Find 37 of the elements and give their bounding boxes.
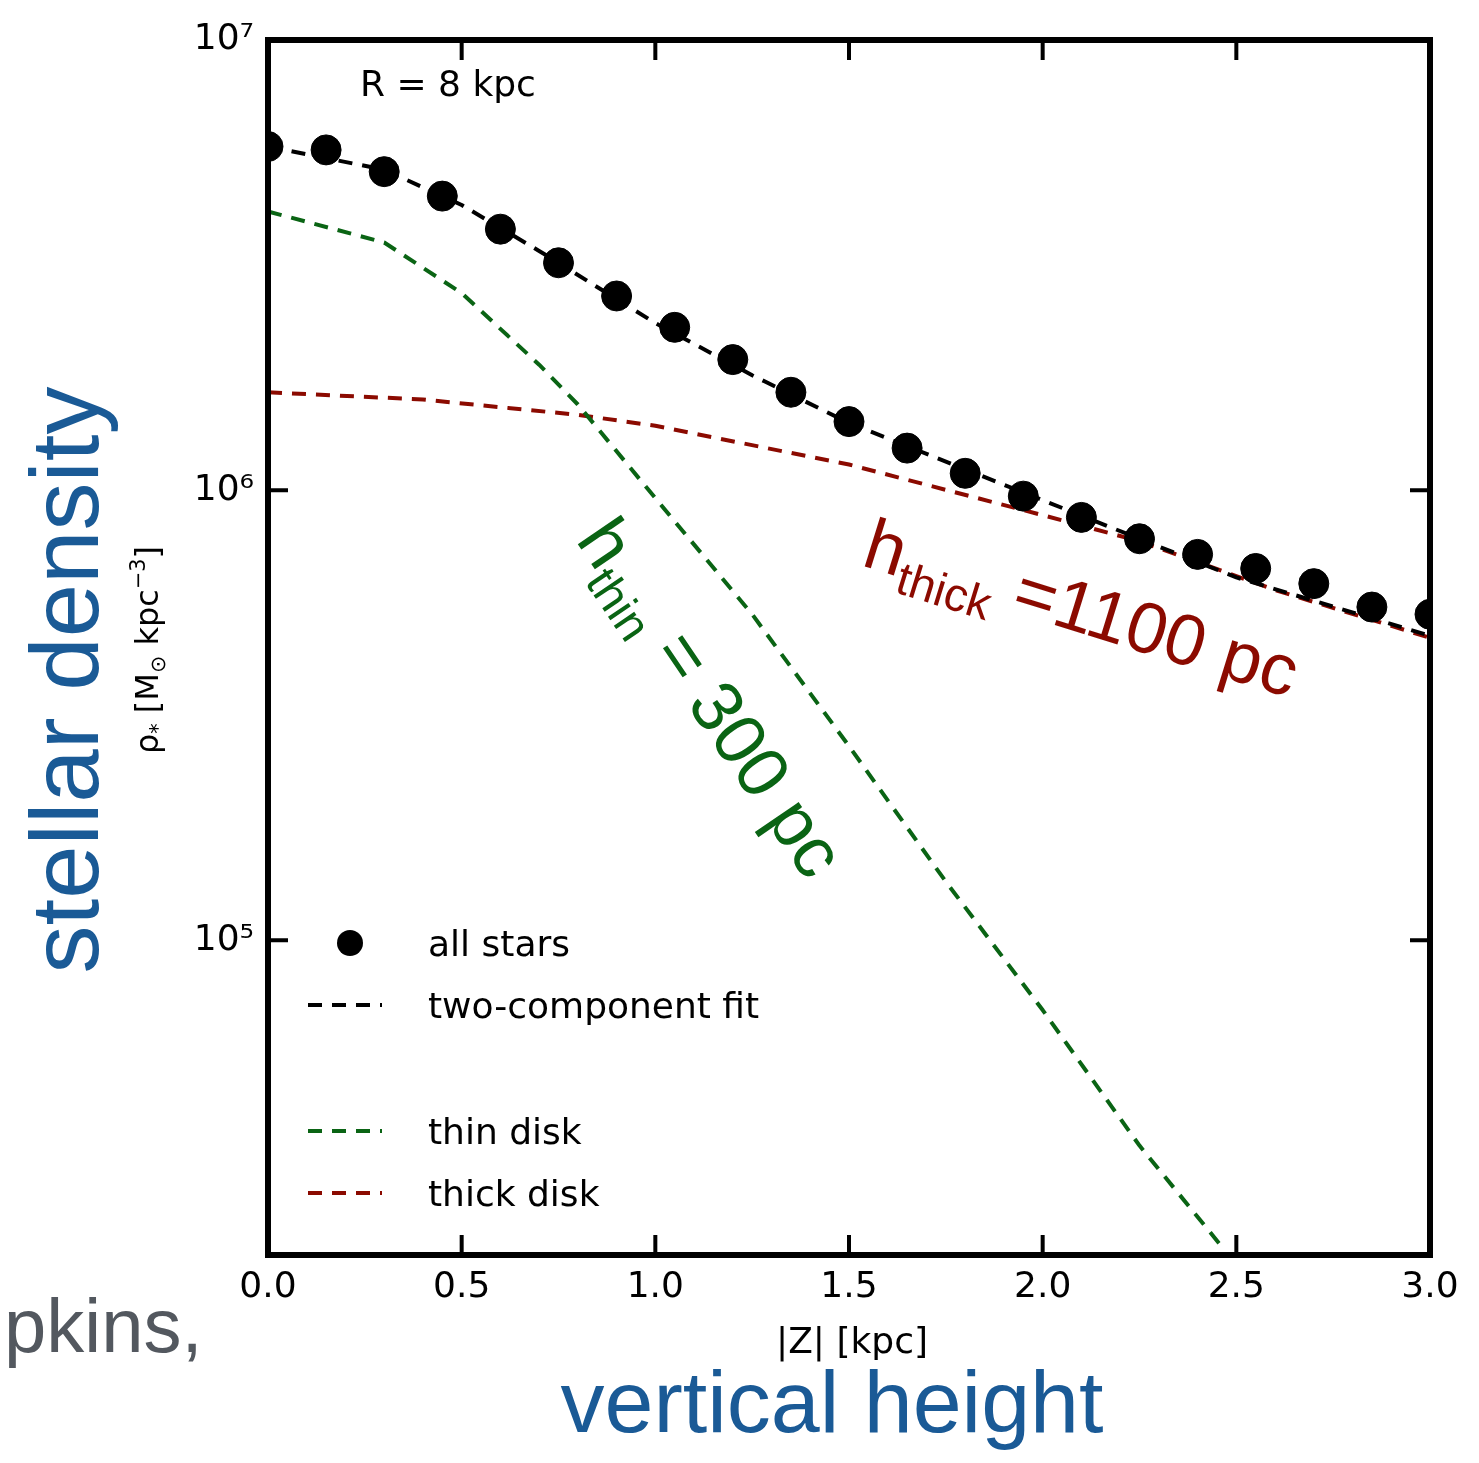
text: pkins, [4,1283,203,1368]
point [484,213,516,245]
text: stellar density [11,386,118,974]
point [426,180,458,212]
x-tick-label: 2.5 [1207,1264,1265,1305]
point [1007,480,1039,512]
y-axis-title: ρ* [M⊙ kpc−3] [125,545,171,755]
legend-label: thick disk [428,1173,600,1214]
point [1182,538,1214,570]
legend-label: two-component fit [428,985,760,1026]
x-tick-label: 1.0 [626,1264,684,1305]
point [775,376,807,408]
point [1356,591,1388,623]
x-tick-label: 1.5 [820,1264,878,1305]
point [601,280,633,312]
point [717,344,749,376]
point [310,134,342,166]
legend-label: thin disk [428,1111,582,1152]
point [833,406,865,438]
y-tick-label: 10⁷ [193,16,254,58]
y-tick-label: 10⁶ [193,466,254,508]
point [949,457,981,489]
y-tick-label: 10⁵ [193,916,254,958]
x-tick-label: 3.0 [1401,1264,1459,1305]
legend-label: all stars [428,923,570,964]
annotation: R = 8 kpc [360,63,536,104]
point [1124,523,1155,555]
point [368,156,400,188]
x-tick-label: 0.5 [433,1264,491,1305]
point [659,311,691,343]
point [891,432,923,464]
point [1298,568,1330,600]
x-tick-label: 2.0 [1014,1264,1072,1305]
x-tick-label: 0.0 [239,1264,297,1305]
point [1240,552,1272,584]
point [1065,501,1097,533]
point [543,247,574,279]
